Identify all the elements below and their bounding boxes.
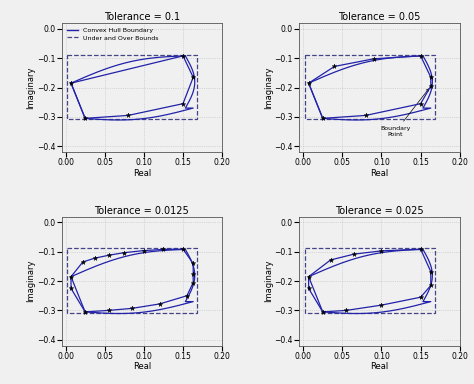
X-axis label: Real: Real (370, 362, 389, 371)
Text: Boundary
Point: Boundary Point (380, 89, 428, 137)
Y-axis label: Imaginary: Imaginary (264, 66, 273, 109)
Legend: Convex Hull Boundary, Under and Over Bounds: Convex Hull Boundary, Under and Over Bou… (65, 26, 160, 43)
X-axis label: Real: Real (133, 169, 151, 178)
X-axis label: Real: Real (133, 362, 151, 371)
Y-axis label: Imaginary: Imaginary (27, 260, 36, 302)
Y-axis label: Imaginary: Imaginary (27, 66, 36, 109)
Title: Tolerance = 0.1: Tolerance = 0.1 (104, 12, 180, 22)
Title: Tolerance = 0.05: Tolerance = 0.05 (338, 12, 421, 22)
Title: Tolerance = 0.025: Tolerance = 0.025 (335, 206, 424, 216)
Y-axis label: Imaginary: Imaginary (264, 260, 273, 302)
X-axis label: Real: Real (370, 169, 389, 178)
Title: Tolerance = 0.0125: Tolerance = 0.0125 (94, 206, 189, 216)
